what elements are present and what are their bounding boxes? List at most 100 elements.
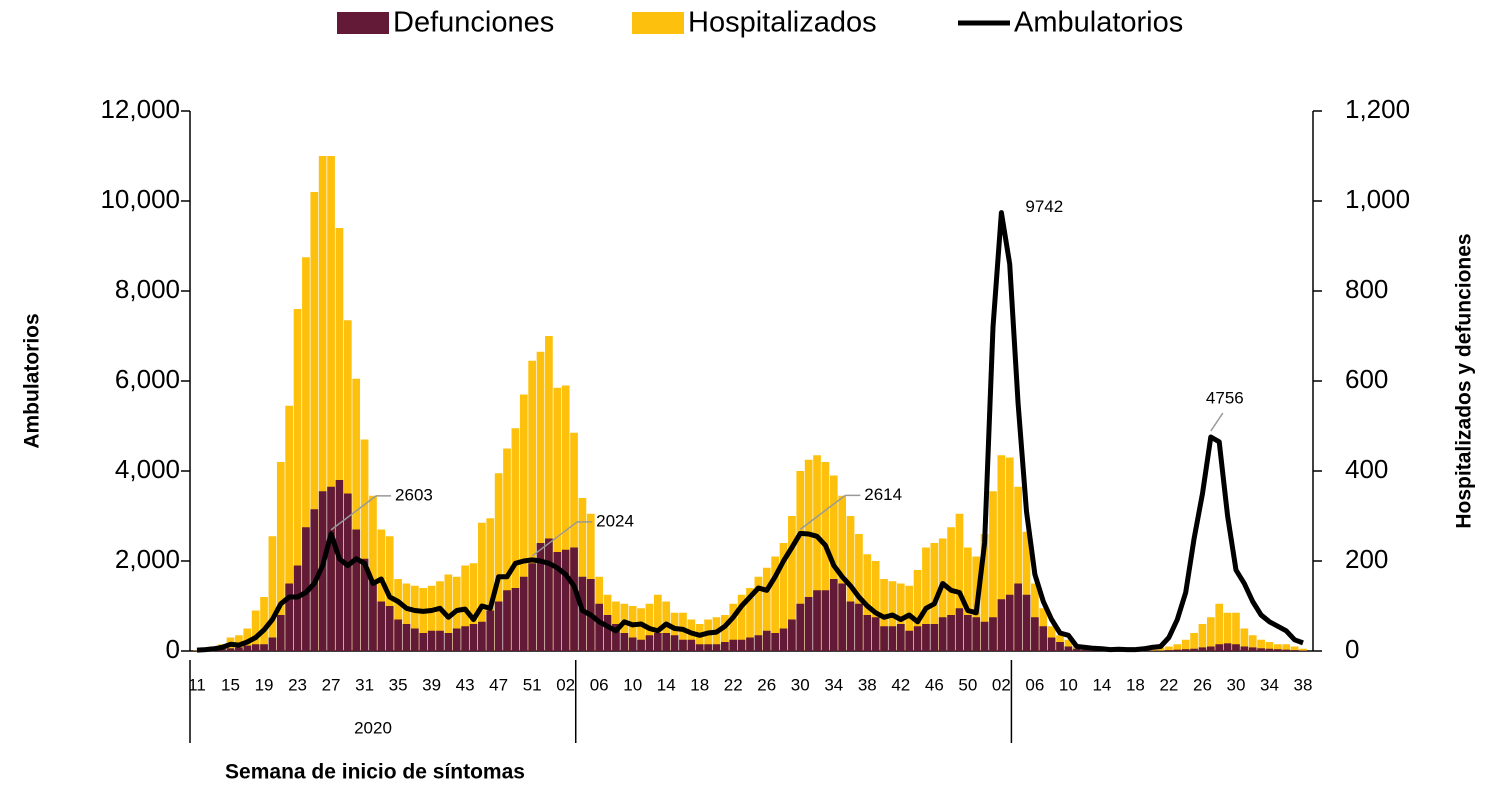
bar	[218, 649, 226, 651]
x-tick-label: 38	[1294, 675, 1313, 694]
y2-tick-label: 1,000	[1345, 184, 1410, 214]
bar	[989, 491, 997, 651]
bar	[276, 462, 285, 651]
bar	[318, 156, 327, 651]
x-tick-label: 30	[791, 675, 810, 694]
data-label: 4756	[1206, 388, 1244, 407]
y2-tick-label: 0	[1345, 634, 1359, 664]
y-tick-label: 2,000	[115, 544, 180, 574]
x-tick-label: 26	[757, 675, 776, 694]
leader-line	[531, 521, 578, 557]
x-tick-label: 51	[523, 675, 542, 694]
bar	[1081, 649, 1090, 651]
bar	[302, 257, 310, 651]
bar	[410, 585, 419, 651]
bar	[519, 576, 528, 651]
x-tick-label: 02	[992, 675, 1011, 694]
x-tick-label: 22	[1159, 675, 1178, 694]
bar	[1257, 648, 1265, 651]
bar	[402, 583, 411, 651]
bar	[938, 538, 947, 651]
y2-tick-label: 600	[1345, 364, 1388, 394]
bar	[863, 615, 872, 651]
bar	[620, 603, 629, 651]
bar	[444, 574, 453, 651]
bar	[452, 628, 461, 651]
bar	[1014, 583, 1022, 651]
bar	[419, 588, 428, 651]
bar	[1022, 594, 1031, 651]
bar	[310, 192, 319, 651]
bar	[268, 536, 277, 651]
bar	[436, 581, 444, 651]
bar	[980, 534, 989, 651]
bar	[1014, 486, 1022, 651]
bar	[1165, 650, 1173, 651]
y-axis-title: Ambulatorios	[21, 313, 44, 448]
leader-line	[1210, 412, 1224, 432]
bar	[721, 615, 729, 651]
bar	[1064, 646, 1073, 651]
bar	[478, 522, 486, 651]
y-tick-label: 4,000	[115, 454, 180, 484]
leader-line	[330, 495, 377, 531]
bar	[1248, 635, 1257, 651]
bar	[511, 428, 520, 651]
bar	[1248, 647, 1257, 651]
bar	[394, 619, 402, 651]
bar	[436, 630, 444, 651]
bar	[905, 585, 914, 651]
bar	[335, 480, 344, 651]
bar	[687, 639, 696, 651]
bar	[553, 552, 562, 651]
bar	[804, 597, 813, 651]
bar	[1173, 644, 1182, 651]
bar	[1047, 637, 1056, 651]
x-tick-label: 50	[958, 675, 977, 694]
bar	[469, 563, 478, 651]
bar	[243, 645, 252, 651]
bar	[938, 617, 947, 651]
bar	[1064, 639, 1073, 651]
bar	[1240, 628, 1249, 651]
x-tick-label: 18	[1126, 675, 1145, 694]
data-label: 2614	[864, 485, 902, 504]
x-tick-label: 43	[456, 675, 475, 694]
bar	[1022, 531, 1031, 651]
bar	[771, 633, 779, 651]
bar	[930, 624, 939, 651]
line	[196, 210, 1304, 653]
bar	[1198, 647, 1207, 651]
bar	[737, 594, 746, 651]
bar	[360, 439, 369, 651]
bar	[704, 644, 712, 651]
bar	[997, 599, 1006, 651]
y-tick-label: 8,000	[115, 274, 180, 304]
bar	[335, 228, 344, 651]
x-tick-label: 10	[1059, 675, 1078, 694]
x-tick-label: 30	[1227, 675, 1246, 694]
bar	[536, 543, 545, 651]
bar	[1232, 644, 1240, 651]
bar	[570, 547, 578, 651]
bar	[469, 624, 478, 651]
bar	[972, 617, 981, 651]
bar	[637, 608, 645, 651]
y-tick-label: 10,000	[100, 184, 180, 214]
bar	[360, 558, 369, 651]
x-tick-label: 31	[355, 675, 374, 694]
bar	[461, 626, 469, 651]
bar	[327, 156, 335, 651]
x-tick-label: 47	[489, 675, 508, 694]
x-tick-label: 46	[925, 675, 944, 694]
bar	[963, 615, 972, 651]
bar	[855, 603, 863, 651]
bar	[1290, 650, 1299, 651]
year-label: 2020	[354, 718, 392, 737]
bar	[796, 471, 805, 651]
x-tick-label: 38	[858, 675, 877, 694]
bar	[494, 601, 503, 651]
bar	[963, 547, 972, 651]
bar	[293, 565, 302, 651]
bar	[1282, 644, 1291, 651]
